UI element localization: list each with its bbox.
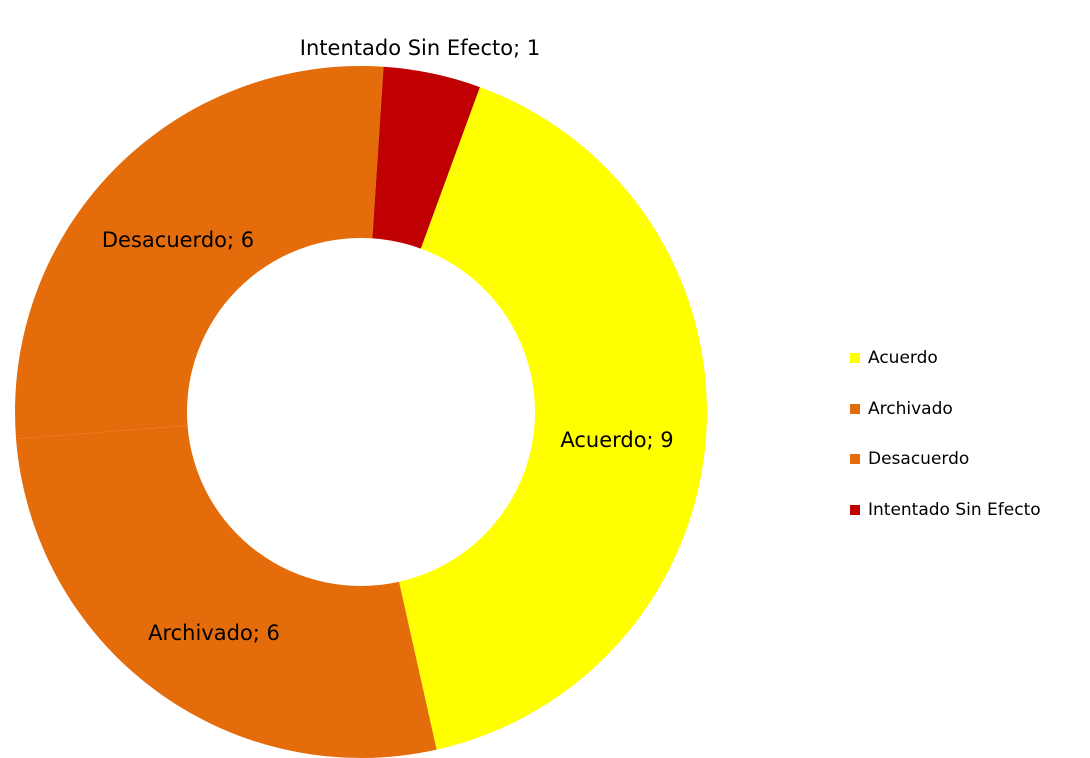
legend-item: Archivado — [850, 399, 953, 419]
data-label: Desacuerdo; 6 — [101, 228, 255, 252]
legend-item: Acuerdo — [850, 348, 938, 368]
donut-slice — [399, 87, 707, 750]
legend-label: Archivado — [868, 398, 953, 419]
legend-swatch — [850, 454, 860, 464]
data-label: Intentado Sin Efecto; 1 — [299, 36, 541, 60]
data-label: Archivado; 6 — [148, 621, 280, 645]
data-label: Acuerdo; 9 — [560, 428, 674, 452]
donut-slice — [16, 425, 437, 758]
legend-label: Intentado Sin Efecto — [868, 499, 1041, 520]
legend-label: Desacuerdo — [868, 449, 970, 469]
legend-item: Desacuerdo — [850, 449, 969, 469]
legend-item: Intentado Sin Efecto — [850, 500, 1041, 520]
legend-swatch — [850, 403, 860, 414]
legend-label: Acuerdo — [868, 348, 938, 368]
legend-swatch — [850, 504, 860, 515]
legend-swatch — [850, 353, 860, 363]
donut-slice — [15, 66, 384, 439]
donut-slice — [372, 66, 480, 249]
